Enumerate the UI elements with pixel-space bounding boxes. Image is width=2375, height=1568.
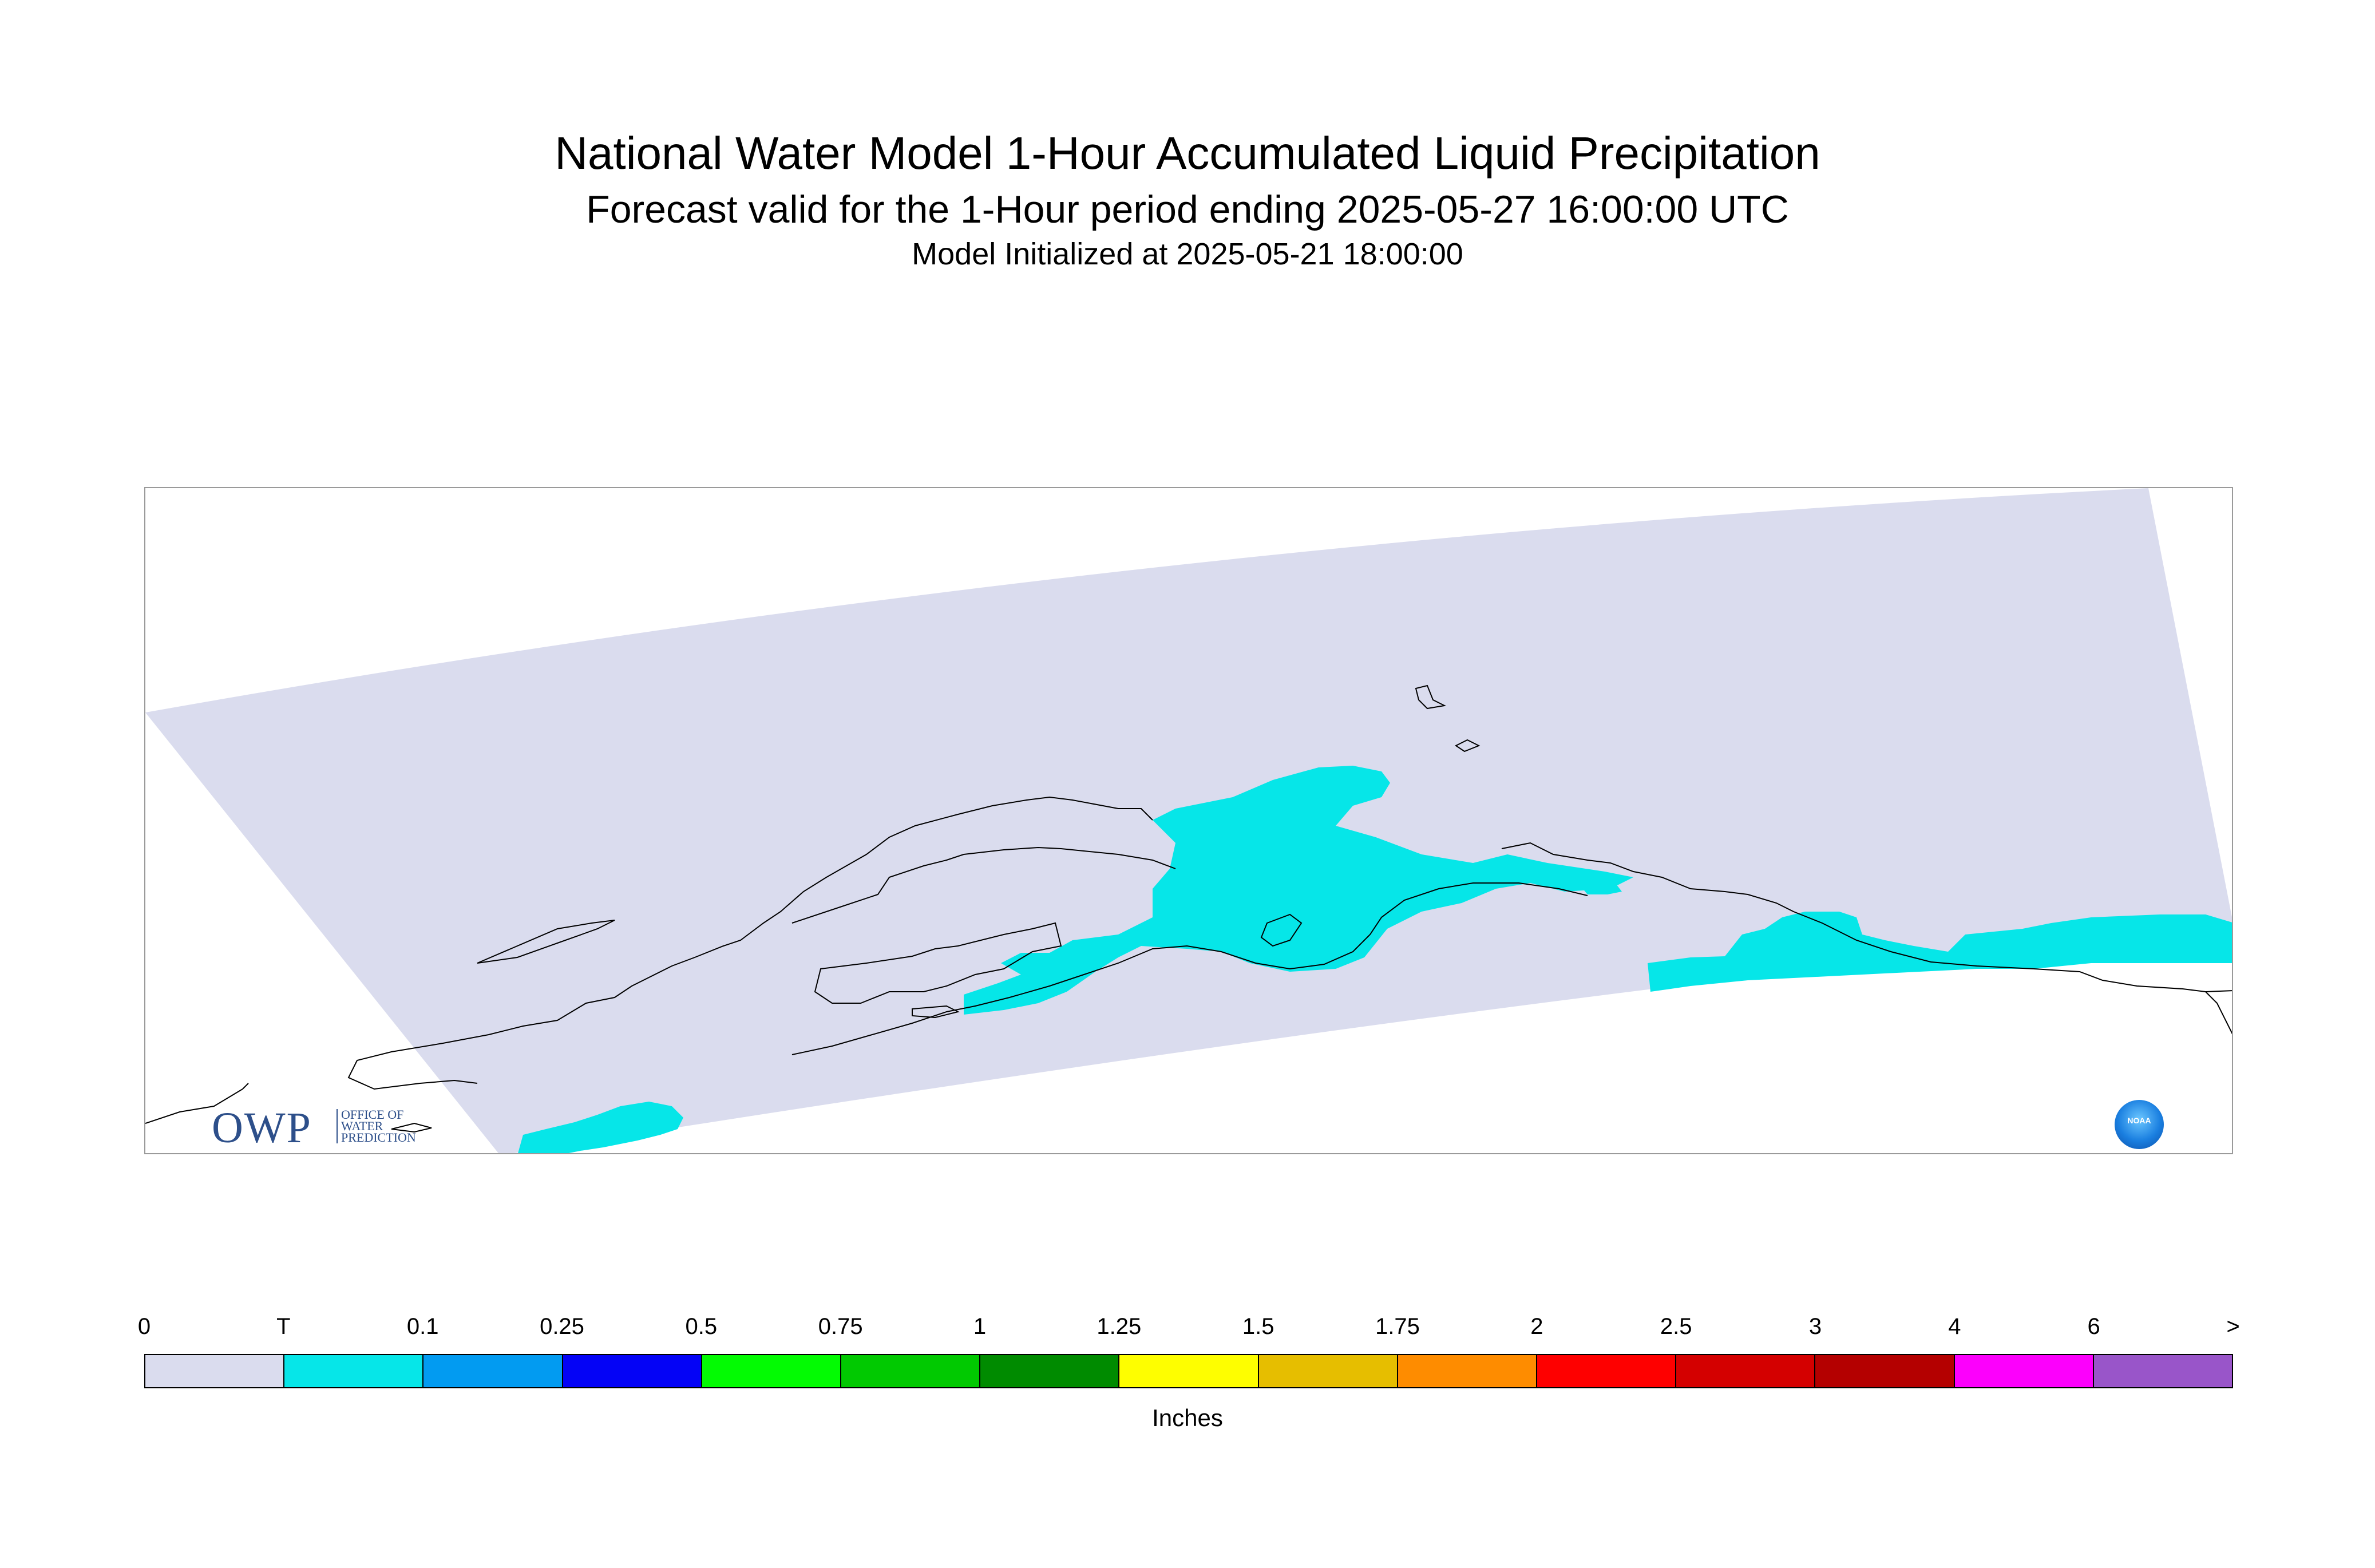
coastline-southeast (2205, 991, 2232, 1035)
colorbar-label: T (276, 1314, 291, 1339)
colorbar-box (2093, 1355, 2232, 1387)
precip-area-central (964, 766, 1633, 1015)
coastlines (145, 684, 2232, 1133)
island-north-2 (1455, 739, 1481, 753)
colorbar-label: > (2226, 1314, 2240, 1339)
island-st-lawrence (477, 920, 615, 964)
precip-map (145, 488, 2232, 1153)
colorbar (144, 1354, 2233, 1388)
map-panel (144, 487, 2233, 1154)
colorbar-box (563, 1355, 702, 1387)
coastline-sw-edge (145, 1083, 249, 1124)
map-title: National Water Model 1-Hour Accumulated … (555, 128, 1820, 179)
island-nunivak (912, 1005, 960, 1019)
colorbar-box (1954, 1355, 2094, 1387)
colorbar-label: 3 (1808, 1314, 1822, 1339)
colorbar-box (841, 1355, 981, 1387)
colorbar-label: 0 (137, 1314, 151, 1339)
colorbar-label: 0.75 (818, 1314, 863, 1339)
colorbar-label: 0.1 (406, 1314, 439, 1339)
owp-logo-line-3: PREDICTION (341, 1130, 416, 1145)
precip-area-southwest (518, 1102, 683, 1153)
colorbar-label: 1.25 (1097, 1314, 1142, 1339)
colorbar-box (1119, 1355, 1259, 1387)
colorbar-label: 0.25 (540, 1314, 584, 1339)
owp-logo-text: OFFICE OF WATER PREDICTION (337, 1107, 416, 1145)
map-subtitle: Forecast valid for the 1-Hour period end… (586, 188, 1789, 231)
colorbar-box (1537, 1355, 1677, 1387)
precip-area-small (1582, 883, 1622, 894)
colorbar-box (702, 1355, 842, 1387)
colorbar-box (1258, 1355, 1398, 1387)
island-north-1 (1415, 684, 1447, 710)
colorbar-label: 6 (2087, 1314, 2100, 1339)
precip-areas (518, 766, 2232, 1153)
owp-logo-line-2: WATER (341, 1119, 383, 1133)
precip-area-east-1 (1648, 912, 2232, 992)
island-south (391, 1122, 432, 1133)
colorbar-box (423, 1355, 563, 1387)
colorbar-box (284, 1355, 424, 1387)
coastline-gulf (1501, 842, 2232, 993)
noaa-logo-text: NOAA (2127, 1116, 2151, 1125)
coastline-alaska-peninsula (791, 882, 1588, 1055)
model-init-line: Model Initialized at 2025-05-21 18:00:00 (912, 237, 1463, 271)
colorbar-units: Inches (1152, 1404, 1223, 1431)
colorbar-label: 1 (973, 1314, 987, 1339)
colorbar-box (145, 1355, 285, 1387)
colorbar-box (1398, 1355, 1538, 1387)
colorbar-box (980, 1355, 1120, 1387)
colorbar-label: 0.5 (685, 1314, 718, 1339)
colorbar-label: 1.5 (1242, 1314, 1274, 1339)
owp-logo: OWP OFFICE OF WATER PREDICTION (212, 1103, 452, 1152)
owp-logo-mark: OWP (212, 1104, 312, 1152)
coastline-kuskokwim (791, 846, 1176, 924)
colorbar-box (1815, 1355, 1955, 1387)
colorbar-label: 4 (1948, 1314, 1961, 1339)
coastline-western (347, 796, 1153, 1090)
noaa-logo: NOAA (2115, 1100, 2164, 1149)
colorbar-label: 1.75 (1375, 1314, 1420, 1339)
coastline-bristol-bay (814, 922, 1062, 1004)
colorbar-label: 2 (1530, 1314, 1543, 1339)
owp-logo-line-1: OFFICE OF (341, 1107, 404, 1122)
colorbar-label: 2.5 (1660, 1314, 1692, 1339)
island-kodiak (1260, 913, 1303, 947)
colorbar-box (1676, 1355, 1816, 1387)
